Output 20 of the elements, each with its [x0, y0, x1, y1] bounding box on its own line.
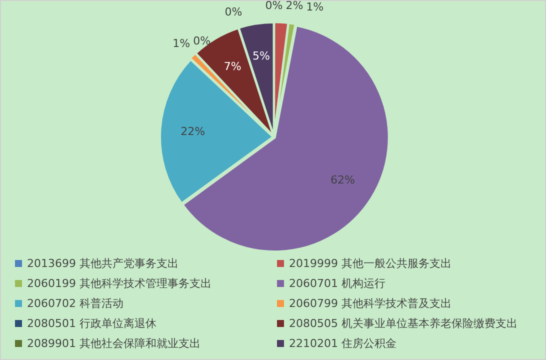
data-label: 2%	[286, 0, 304, 12]
legend-label: 2013699 其他共产党事务支出	[27, 256, 178, 271]
legend-label: 2060199 其他科学技术管理事务支出	[27, 276, 212, 291]
text: 0%	[265, 0, 283, 12]
legend-label: 2019999 其他一般公共服务支出	[289, 256, 452, 271]
data-label: 1%	[306, 0, 324, 14]
legend-label: 2210201 住房公积金	[289, 336, 396, 351]
data-label: 7%	[224, 60, 242, 73]
legend-label: 2060702 科普活动	[27, 296, 124, 311]
data-label: 1%	[172, 37, 190, 50]
legend-label: 2089901 其他社会保障和就业支出	[27, 336, 200, 351]
data-label: 22%	[180, 124, 206, 138]
text: 0%	[224, 5, 242, 18]
legend-label: 2080501 行政单位离退休	[27, 316, 156, 331]
legend-label: 2080505 机关事业单位基本养老保险缴费支出	[289, 316, 518, 331]
legend-label: 2060799 其他科学技术普及支出	[289, 296, 452, 311]
text: 0%	[193, 34, 211, 48]
data-label: 5%	[252, 50, 270, 62]
data-label: 62%	[330, 173, 355, 186]
legend-label: 2060701 机构运行	[289, 276, 386, 291]
